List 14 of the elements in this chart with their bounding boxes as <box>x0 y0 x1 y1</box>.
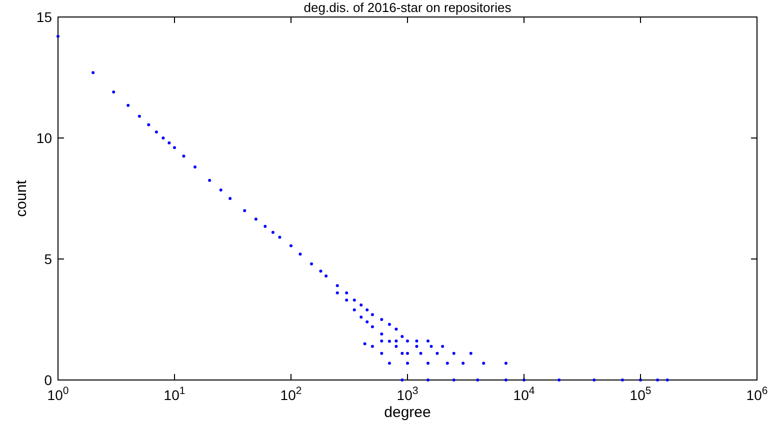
x-axis-title: degree <box>384 404 431 421</box>
y-tick-label: 5 <box>44 251 52 267</box>
x-tick-label: 10$^{4}$ <box>513 385 535 403</box>
x-tick-label: 10$^{0}$ <box>47 385 69 403</box>
y-tick-label: 10 <box>36 130 52 146</box>
x-tick-label: 10$^{3}$ <box>396 385 418 403</box>
y-tick-label: 15 <box>36 9 52 25</box>
x-tick-label: 10$^{2}$ <box>280 385 302 403</box>
x-tick-label: 10$^{5}$ <box>630 385 652 403</box>
chart-title: deg.dis. of 2016-star on repositories <box>304 0 512 15</box>
x-tick-label: 10$^{1}$ <box>164 385 186 403</box>
y-tick-label: 0 <box>44 372 52 388</box>
x-tick-label: 10$^{6}$ <box>746 385 768 403</box>
y-axis-title: count <box>13 179 30 217</box>
